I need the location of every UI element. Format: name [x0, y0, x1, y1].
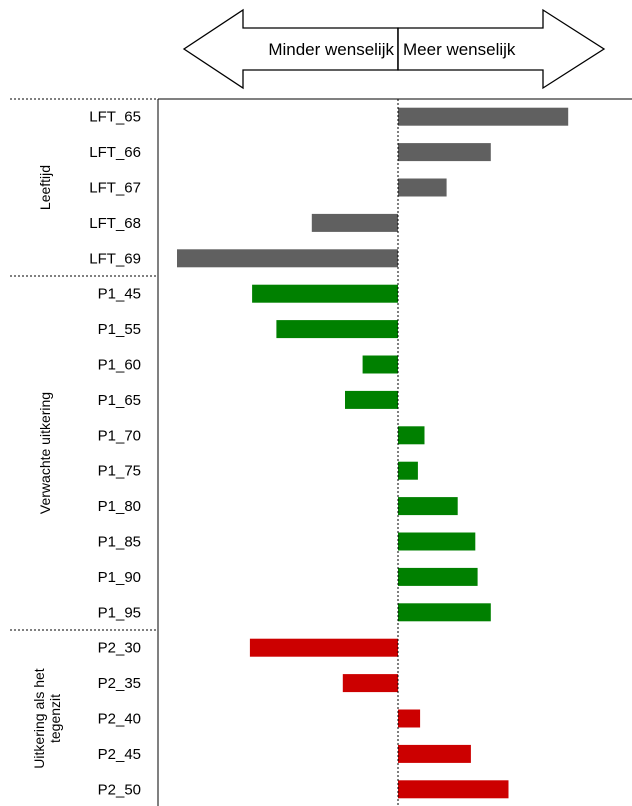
group-label-3: Uitkering als hettegenzit	[31, 668, 63, 768]
category-label-p1-45: P1_45	[98, 286, 141, 303]
bar-lft-68	[311, 213, 398, 232]
category-label-p1-55: P1_55	[98, 321, 141, 338]
bars	[177, 107, 569, 799]
bar-p2-50	[398, 780, 509, 799]
bar-p2-30	[249, 638, 398, 657]
bar-p1-90	[398, 567, 478, 586]
category-label-lft-67: LFT_67	[89, 180, 141, 197]
bar-p1-75	[398, 461, 418, 480]
bar-p1-80	[398, 497, 458, 516]
category-label-p1-75: P1_75	[98, 463, 141, 480]
arrow-left-shape	[182, 8, 399, 90]
category-label-lft-65: LFT_65	[89, 109, 141, 126]
category-label-lft-68: LFT_68	[89, 215, 141, 232]
category-label-p2-30: P2_30	[98, 640, 141, 657]
bar-p1-60	[362, 355, 398, 374]
bar-p1-85	[398, 532, 476, 551]
arrow-left-label: Minder wenselijk	[268, 40, 394, 59]
desirability-arrow: Minder wenselijk Meer wenselijk	[182, 8, 606, 90]
group-label-2: Verwachte uitkering	[37, 392, 53, 514]
category-label-p2-45: P2_45	[98, 746, 141, 763]
arrow-right-label: Meer wenselijk	[403, 40, 516, 59]
category-labels: LFT_65 LFT_66 LFT_67 LFT_68 LFT_69 P1_45 P1_55…	[89, 109, 141, 799]
category-label-lft-69: LFT_69	[89, 250, 141, 267]
category-label-p1-65: P1_65	[98, 392, 141, 409]
bar-p1-55	[276, 320, 398, 339]
bar-lft-65	[398, 107, 569, 126]
category-label-p2-40: P2_40	[98, 711, 141, 728]
bar-p1-45	[252, 284, 398, 303]
bar-p2-45	[398, 744, 471, 763]
category-label-lft-66: LFT_66	[89, 144, 141, 161]
bar-p2-35	[342, 674, 399, 693]
bar-lft-67	[398, 178, 447, 197]
arrow-right-shape	[397, 8, 606, 90]
bar-p1-70	[398, 426, 425, 445]
bar-p1-65	[345, 390, 398, 409]
category-label-p1-85: P1_85	[98, 534, 141, 551]
bar-lft-69	[177, 249, 398, 268]
bar-p1-95	[398, 603, 491, 622]
category-label-p1-90: P1_90	[98, 569, 141, 586]
group-separators	[10, 98, 158, 631]
group-label-1: Leeftijd	[37, 165, 53, 210]
bar-lft-66	[398, 143, 491, 162]
group-labels: Leeftijd Verwachte uitkering Uitkering als…	[31, 165, 63, 769]
category-label-p1-60: P1_60	[98, 357, 141, 374]
category-label-p1-95: P1_95	[98, 604, 141, 621]
category-label-p2-35: P2_35	[98, 675, 141, 692]
category-label-p2-50: P2_50	[98, 781, 141, 798]
category-label-p1-80: P1_80	[98, 498, 141, 515]
category-label-p1-70: P1_70	[98, 427, 141, 444]
bar-p2-40	[398, 709, 421, 728]
